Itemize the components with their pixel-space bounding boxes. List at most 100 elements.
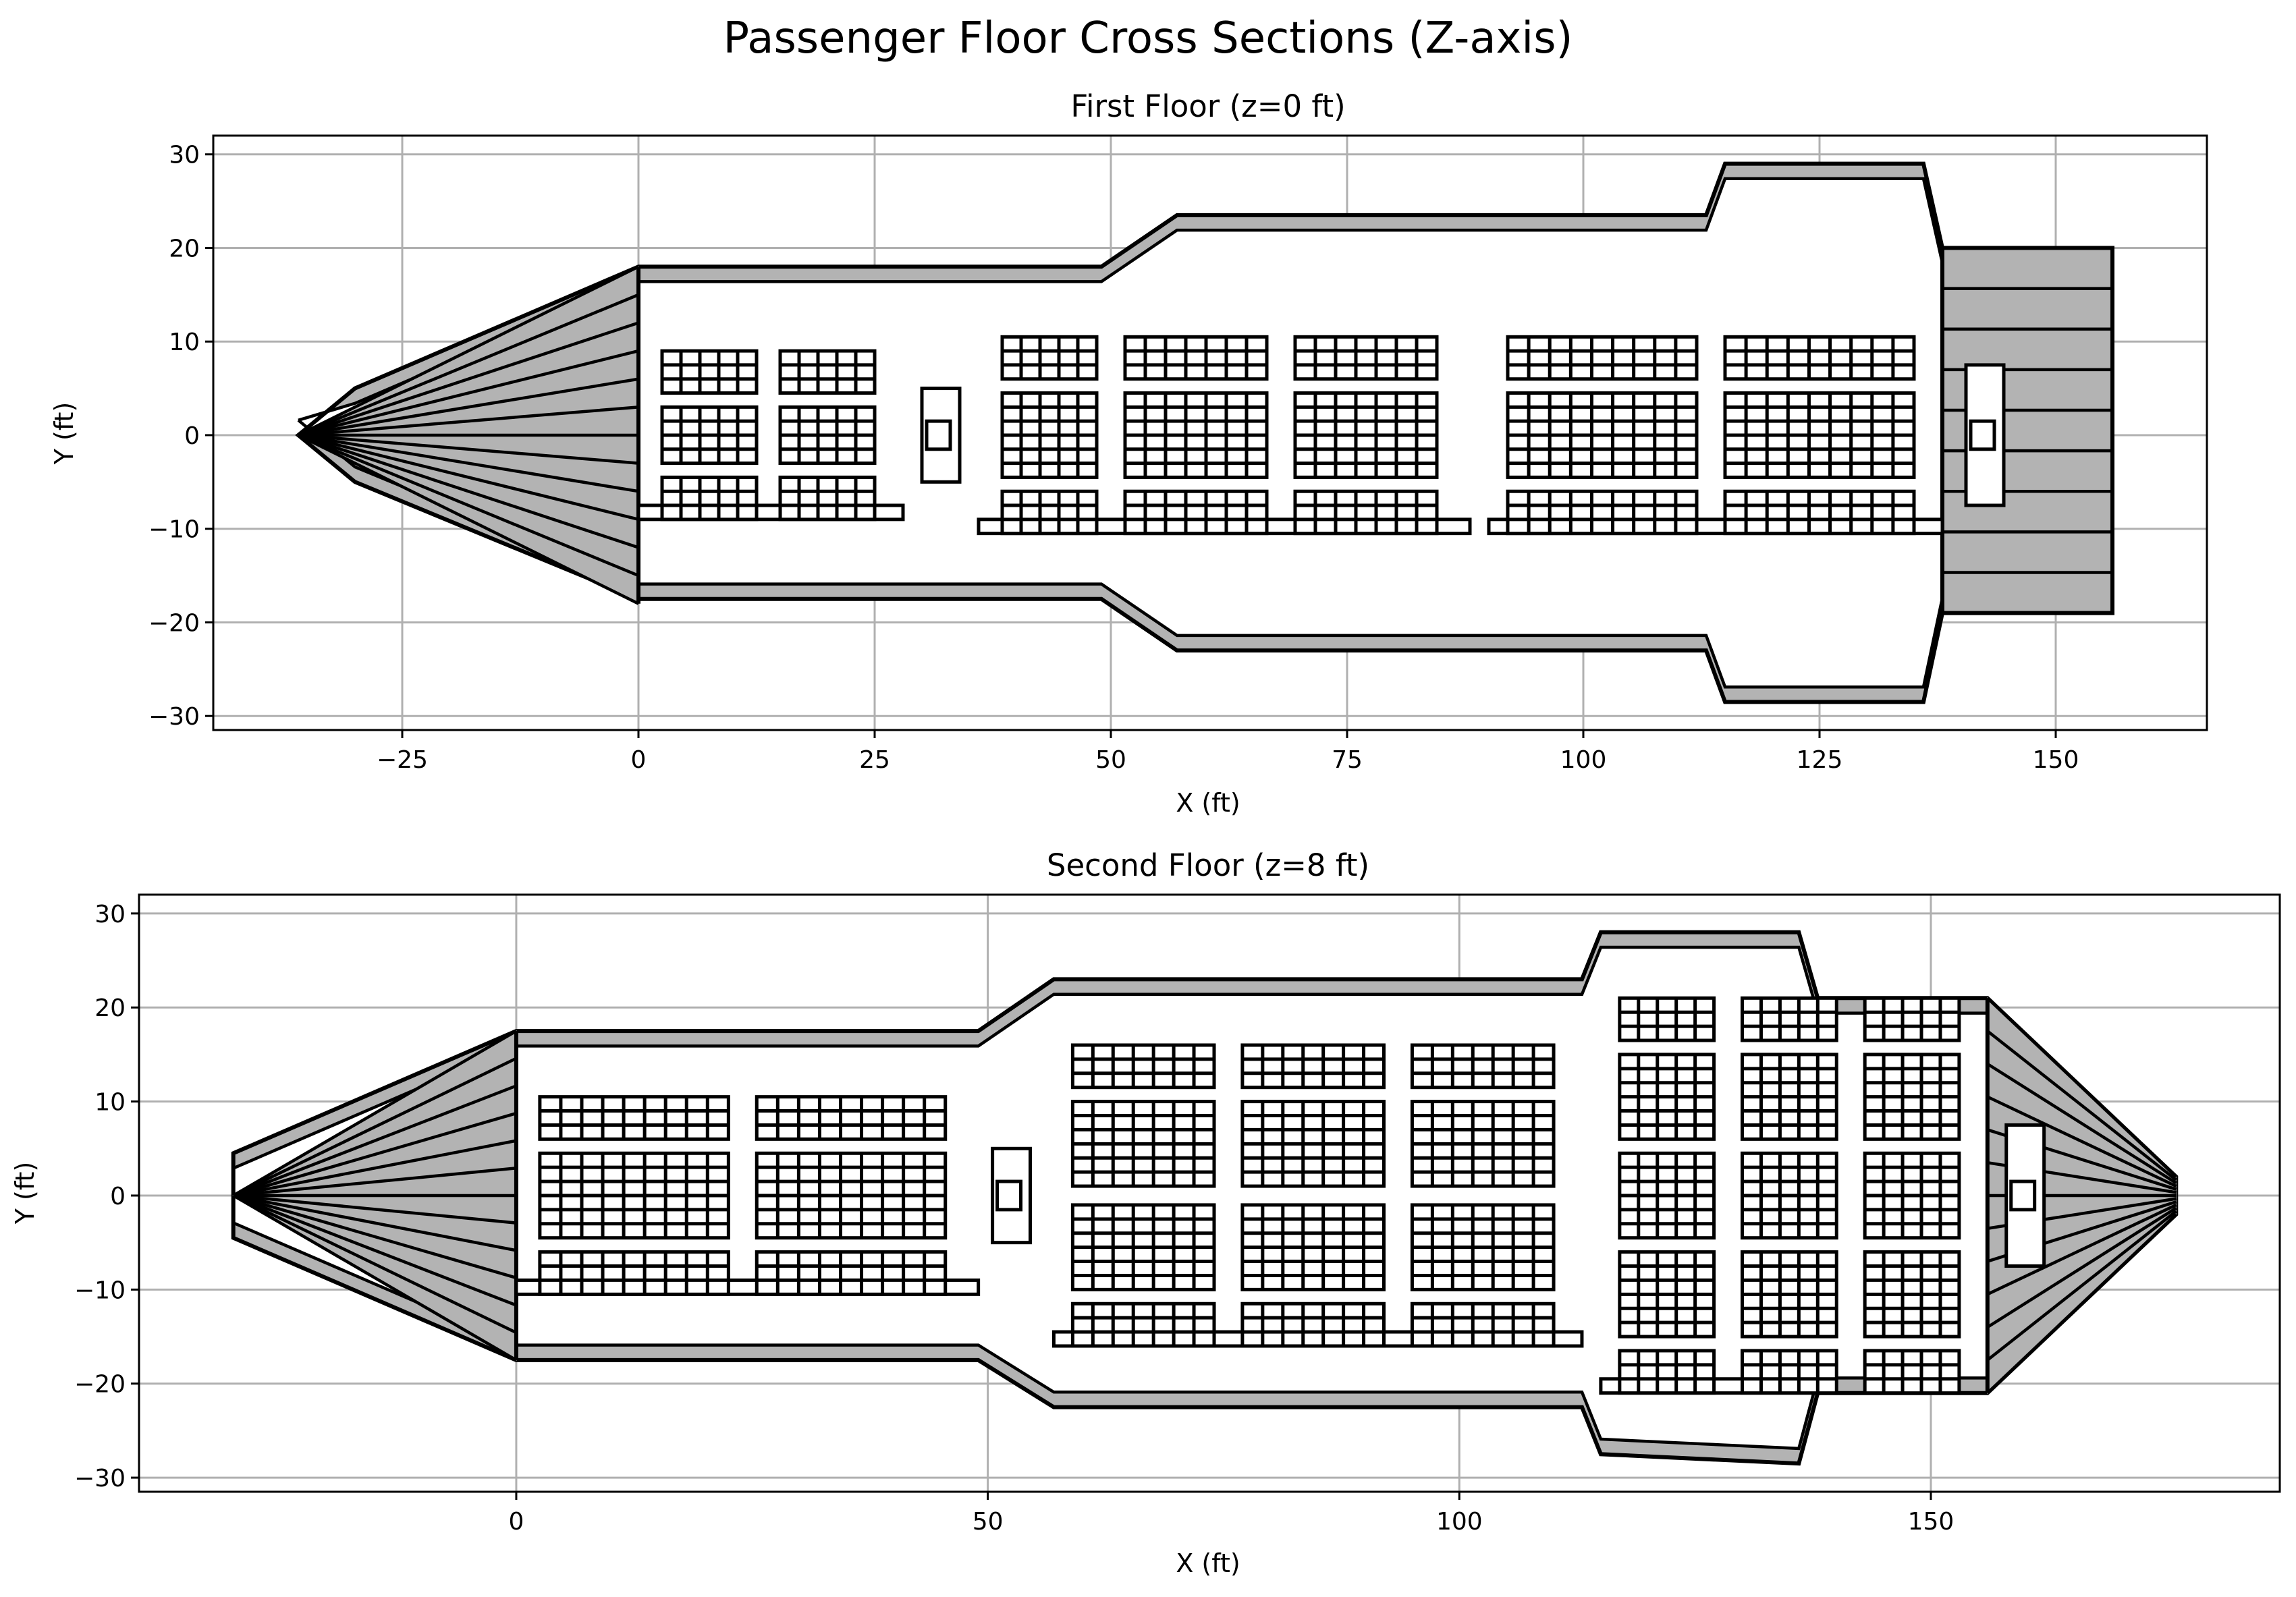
x-tick-label: 0 <box>631 746 647 774</box>
seat-block <box>1618 1250 1716 1339</box>
seat-block-frame <box>1070 1043 1216 1090</box>
tail-cone-spoke <box>1986 1030 2177 1181</box>
nose-spoke <box>232 1194 517 1307</box>
seat-block <box>1240 1203 1386 1291</box>
seat-block <box>1070 1301 1216 1348</box>
nose-spoke <box>232 1194 518 1362</box>
plot-area <box>295 161 2114 704</box>
nose-spoke <box>298 349 639 437</box>
seat-block <box>1863 1053 1961 1141</box>
seat-block-frame <box>1723 489 1916 536</box>
seat-block <box>1000 489 1099 536</box>
nose-spoke <box>298 433 639 549</box>
nose-spoke <box>298 433 639 578</box>
y-tick-label: −30 <box>148 703 200 731</box>
seat-block-frame <box>1618 996 1716 1042</box>
seat-block-frame <box>1741 996 1838 1042</box>
nose-spoke <box>232 1194 517 1335</box>
tail-door-inner <box>2009 1179 2037 1212</box>
tail-cone-spoke <box>1986 997 2177 1178</box>
y-tick-label: 20 <box>94 994 126 1022</box>
nose-spoke <box>298 377 639 437</box>
y-tick-label: 0 <box>184 422 200 450</box>
nose-spoke <box>233 1167 517 1198</box>
seat-block-frame <box>1863 1349 1961 1395</box>
nose-spoke <box>233 1194 517 1225</box>
seat-block <box>755 1151 948 1240</box>
seat-block-frame <box>1240 1301 1386 1348</box>
nose-spoke <box>298 405 639 437</box>
seat-block <box>1410 1301 1556 1348</box>
nose-spoke <box>298 321 639 437</box>
seat-block-frame <box>1618 1349 1716 1395</box>
seat-block <box>660 405 759 466</box>
second-floor-xlabel: X (ft) <box>1176 1548 1240 1578</box>
seat-block-frame <box>1410 1301 1556 1348</box>
tail-block <box>1940 246 2114 615</box>
axes-frame <box>212 134 2208 731</box>
y-tick-label: 0 <box>110 1183 126 1210</box>
seat-block-frame <box>1506 335 1699 381</box>
seat-block <box>1506 391 1699 479</box>
seat-block <box>1410 1203 1556 1291</box>
nose-spoke <box>232 1084 517 1198</box>
seat-block-frame <box>755 1250 948 1296</box>
seat-block-frame <box>1123 335 1269 381</box>
x-tick-label: 75 <box>1332 746 1363 774</box>
first-floor-xlabel: X (ft) <box>1176 788 1240 818</box>
second-floor-panel: Second Floor (z=8 ft) X (ft) Y (ft) 0 50 1… <box>10 847 2281 1578</box>
nose-spoke <box>232 1030 518 1197</box>
seat-block <box>660 475 759 522</box>
seat-block <box>1741 1053 1838 1141</box>
seat-block <box>755 1095 948 1141</box>
seat-blocks <box>538 996 1961 1395</box>
seat-block <box>538 1151 730 1240</box>
x-tick-label: 125 <box>1797 746 1843 774</box>
seat-block <box>1741 1349 1838 1395</box>
tail-door <box>2004 1123 2046 1268</box>
nose-spoke <box>233 1111 517 1198</box>
seat-block-frame <box>1240 1043 1386 1090</box>
x-tick-label: 100 <box>1560 746 1607 774</box>
seat-block <box>1618 996 1716 1042</box>
seat-block <box>538 1095 730 1141</box>
nose-spoke <box>298 265 639 437</box>
seat-block <box>1070 1203 1216 1291</box>
y-tick-label: −30 <box>74 1465 126 1492</box>
x-tick-label: 100 <box>1436 1508 1483 1536</box>
tail-cone-spoke <box>1986 1213 2177 1395</box>
seat-block <box>1863 1349 1961 1395</box>
seat-block-frame <box>1293 489 1439 536</box>
y-tick-label: −20 <box>74 1371 126 1399</box>
x-tick-label: 50 <box>1095 746 1126 774</box>
seat-block <box>1618 1349 1716 1395</box>
seat-blocks <box>660 335 1916 536</box>
x-tick-label: 0 <box>508 1508 524 1536</box>
first-floor-ylabel: Y (ft) <box>49 402 79 466</box>
nose-spoke <box>232 1057 517 1198</box>
seat-block-frame <box>1000 335 1099 381</box>
stair <box>991 1146 1033 1245</box>
y-tick-label: 30 <box>94 901 126 928</box>
seat-block <box>1240 1043 1386 1090</box>
seat-block <box>778 405 877 466</box>
seat-block <box>1123 391 1269 479</box>
axes-frame <box>138 893 2281 1493</box>
x-tick-label: 150 <box>2033 746 2079 774</box>
seat-block <box>1293 391 1439 479</box>
seat-block <box>778 475 877 522</box>
seat-block <box>660 349 759 395</box>
figure-title: Passenger Floor Cross Sections (Z-axis) <box>723 13 1573 63</box>
stair-inner <box>925 419 952 451</box>
seat-block <box>1410 1100 1556 1188</box>
tail-cone-spoke <box>1986 1206 2177 1329</box>
seat-block <box>1123 335 1269 381</box>
first-floor-panel: First Floor (z=0 ft) X (ft) Y (ft) −25 0 2… <box>49 88 2208 818</box>
y-tick-label: 10 <box>169 329 200 356</box>
y-tick-label: −10 <box>148 516 200 544</box>
nose-spoke <box>233 1194 517 1280</box>
seat-block <box>1723 335 1916 381</box>
stair <box>920 387 962 484</box>
seat-block-frame <box>1506 489 1699 536</box>
